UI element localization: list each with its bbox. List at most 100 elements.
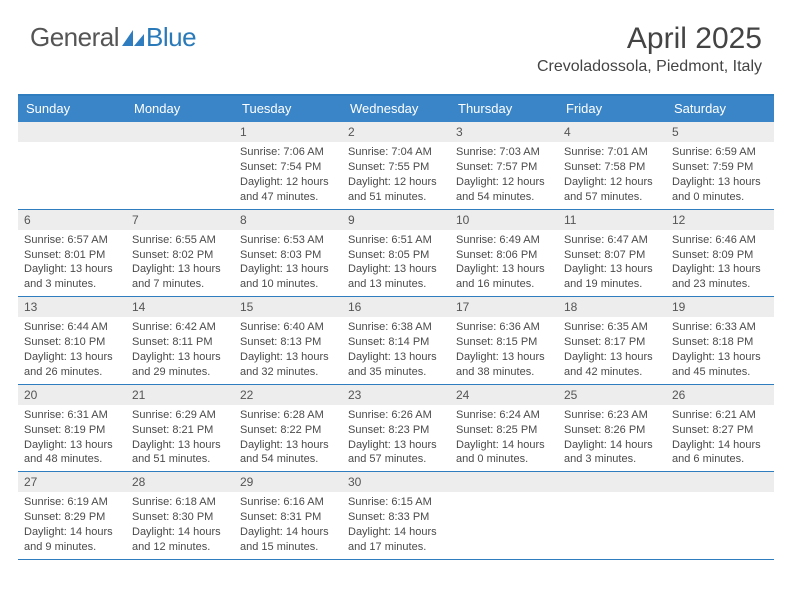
day-number: 5 [666, 122, 774, 142]
sunset-line: Sunset: 8:30 PM [132, 510, 228, 525]
day-number: 27 [18, 472, 126, 492]
day-body: Sunrise: 7:06 AMSunset: 7:54 PMDaylight:… [234, 142, 342, 208]
day-body: Sunrise: 6:46 AMSunset: 8:09 PMDaylight:… [666, 230, 774, 296]
sunrise-line: Sunrise: 6:53 AM [240, 233, 336, 248]
daylight-line: Daylight: 12 hours and 54 minutes. [456, 175, 552, 205]
day-number: 3 [450, 122, 558, 142]
sunset-line: Sunset: 8:01 PM [24, 248, 120, 263]
sunrise-line: Sunrise: 6:28 AM [240, 408, 336, 423]
day-body: Sunrise: 6:28 AMSunset: 8:22 PMDaylight:… [234, 405, 342, 471]
day-cell: 7Sunrise: 6:55 AMSunset: 8:02 PMDaylight… [126, 210, 234, 297]
day-body: Sunrise: 7:04 AMSunset: 7:55 PMDaylight:… [342, 142, 450, 208]
day-cell: 19Sunrise: 6:33 AMSunset: 8:18 PMDayligh… [666, 297, 774, 384]
week-row: 6Sunrise: 6:57 AMSunset: 8:01 PMDaylight… [18, 210, 774, 298]
day-body: Sunrise: 6:59 AMSunset: 7:59 PMDaylight:… [666, 142, 774, 208]
sunset-line: Sunset: 8:21 PM [132, 423, 228, 438]
sunset-line: Sunset: 8:13 PM [240, 335, 336, 350]
sunrise-line: Sunrise: 7:03 AM [456, 145, 552, 160]
daylight-line: Daylight: 14 hours and 3 minutes. [564, 438, 660, 468]
day-cell: 5Sunrise: 6:59 AMSunset: 7:59 PMDaylight… [666, 122, 774, 209]
sunrise-line: Sunrise: 6:16 AM [240, 495, 336, 510]
day-body: Sunrise: 6:24 AMSunset: 8:25 PMDaylight:… [450, 405, 558, 471]
day-number: 16 [342, 297, 450, 317]
day-cell: 25Sunrise: 6:23 AMSunset: 8:26 PMDayligh… [558, 385, 666, 472]
day-cell: 20Sunrise: 6:31 AMSunset: 8:19 PMDayligh… [18, 385, 126, 472]
day-body: Sunrise: 6:35 AMSunset: 8:17 PMDaylight:… [558, 317, 666, 383]
sunrise-line: Sunrise: 7:01 AM [564, 145, 660, 160]
day-cell: 18Sunrise: 6:35 AMSunset: 8:17 PMDayligh… [558, 297, 666, 384]
day-number: 22 [234, 385, 342, 405]
sunrise-line: Sunrise: 6:40 AM [240, 320, 336, 335]
sunset-line: Sunset: 7:58 PM [564, 160, 660, 175]
day-body: Sunrise: 6:23 AMSunset: 8:26 PMDaylight:… [558, 405, 666, 471]
sunrise-line: Sunrise: 6:42 AM [132, 320, 228, 335]
day-cell: 1Sunrise: 7:06 AMSunset: 7:54 PMDaylight… [234, 122, 342, 209]
day-number: 14 [126, 297, 234, 317]
day-body: Sunrise: 6:44 AMSunset: 8:10 PMDaylight:… [18, 317, 126, 383]
day-body: Sunrise: 7:01 AMSunset: 7:58 PMDaylight:… [558, 142, 666, 208]
sunrise-line: Sunrise: 6:15 AM [348, 495, 444, 510]
day-number: 10 [450, 210, 558, 230]
day-body: Sunrise: 6:40 AMSunset: 8:13 PMDaylight:… [234, 317, 342, 383]
daylight-line: Daylight: 13 hours and 45 minutes. [672, 350, 768, 380]
calendar: SundayMondayTuesdayWednesdayThursdayFrid… [18, 94, 774, 560]
day-cell: 21Sunrise: 6:29 AMSunset: 8:21 PMDayligh… [126, 385, 234, 472]
daylight-line: Daylight: 13 hours and 35 minutes. [348, 350, 444, 380]
daylight-line: Daylight: 14 hours and 12 minutes. [132, 525, 228, 555]
sunset-line: Sunset: 8:02 PM [132, 248, 228, 263]
day-cell: 14Sunrise: 6:42 AMSunset: 8:11 PMDayligh… [126, 297, 234, 384]
daylight-line: Daylight: 13 hours and 38 minutes. [456, 350, 552, 380]
sunset-line: Sunset: 8:05 PM [348, 248, 444, 263]
day-body: Sunrise: 6:55 AMSunset: 8:02 PMDaylight:… [126, 230, 234, 296]
day-body: Sunrise: 6:18 AMSunset: 8:30 PMDaylight:… [126, 492, 234, 558]
day-body: Sunrise: 6:29 AMSunset: 8:21 PMDaylight:… [126, 405, 234, 471]
sunset-line: Sunset: 8:26 PM [564, 423, 660, 438]
day-number: 7 [126, 210, 234, 230]
week-row: 1Sunrise: 7:06 AMSunset: 7:54 PMDaylight… [18, 122, 774, 210]
day-header-cell: Monday [126, 96, 234, 122]
daylight-line: Daylight: 13 hours and 29 minutes. [132, 350, 228, 380]
sunset-line: Sunset: 8:15 PM [456, 335, 552, 350]
day-number: 21 [126, 385, 234, 405]
sunset-line: Sunset: 8:19 PM [24, 423, 120, 438]
sunset-line: Sunset: 8:06 PM [456, 248, 552, 263]
daylight-line: Daylight: 13 hours and 3 minutes. [24, 262, 120, 292]
day-header-cell: Saturday [666, 96, 774, 122]
sunset-line: Sunset: 8:29 PM [24, 510, 120, 525]
daylight-line: Daylight: 13 hours and 16 minutes. [456, 262, 552, 292]
logo-text-b: Blue [146, 22, 196, 53]
sunrise-line: Sunrise: 6:46 AM [672, 233, 768, 248]
day-body: Sunrise: 6:19 AMSunset: 8:29 PMDaylight:… [18, 492, 126, 558]
day-number [18, 122, 126, 142]
day-body: Sunrise: 6:21 AMSunset: 8:27 PMDaylight:… [666, 405, 774, 471]
logo-text-a: General [30, 22, 119, 53]
day-body: Sunrise: 7:03 AMSunset: 7:57 PMDaylight:… [450, 142, 558, 208]
day-number: 19 [666, 297, 774, 317]
day-cell [558, 472, 666, 559]
sunset-line: Sunset: 7:59 PM [672, 160, 768, 175]
day-number: 6 [18, 210, 126, 230]
sunset-line: Sunset: 8:03 PM [240, 248, 336, 263]
sunrise-line: Sunrise: 7:04 AM [348, 145, 444, 160]
day-number: 23 [342, 385, 450, 405]
day-cell [18, 122, 126, 209]
sunset-line: Sunset: 8:10 PM [24, 335, 120, 350]
day-cell [450, 472, 558, 559]
day-number: 24 [450, 385, 558, 405]
day-body: Sunrise: 6:57 AMSunset: 8:01 PMDaylight:… [18, 230, 126, 296]
sunrise-line: Sunrise: 6:55 AM [132, 233, 228, 248]
sunrise-line: Sunrise: 6:44 AM [24, 320, 120, 335]
day-number: 20 [18, 385, 126, 405]
week-row: 20Sunrise: 6:31 AMSunset: 8:19 PMDayligh… [18, 385, 774, 473]
day-number: 2 [342, 122, 450, 142]
sunrise-line: Sunrise: 6:23 AM [564, 408, 660, 423]
sunrise-line: Sunrise: 6:47 AM [564, 233, 660, 248]
day-number: 28 [126, 472, 234, 492]
day-number: 8 [234, 210, 342, 230]
day-number: 15 [234, 297, 342, 317]
day-number [450, 472, 558, 492]
daylight-line: Daylight: 14 hours and 17 minutes. [348, 525, 444, 555]
sunset-line: Sunset: 8:22 PM [240, 423, 336, 438]
sunrise-line: Sunrise: 6:21 AM [672, 408, 768, 423]
day-cell: 17Sunrise: 6:36 AMSunset: 8:15 PMDayligh… [450, 297, 558, 384]
